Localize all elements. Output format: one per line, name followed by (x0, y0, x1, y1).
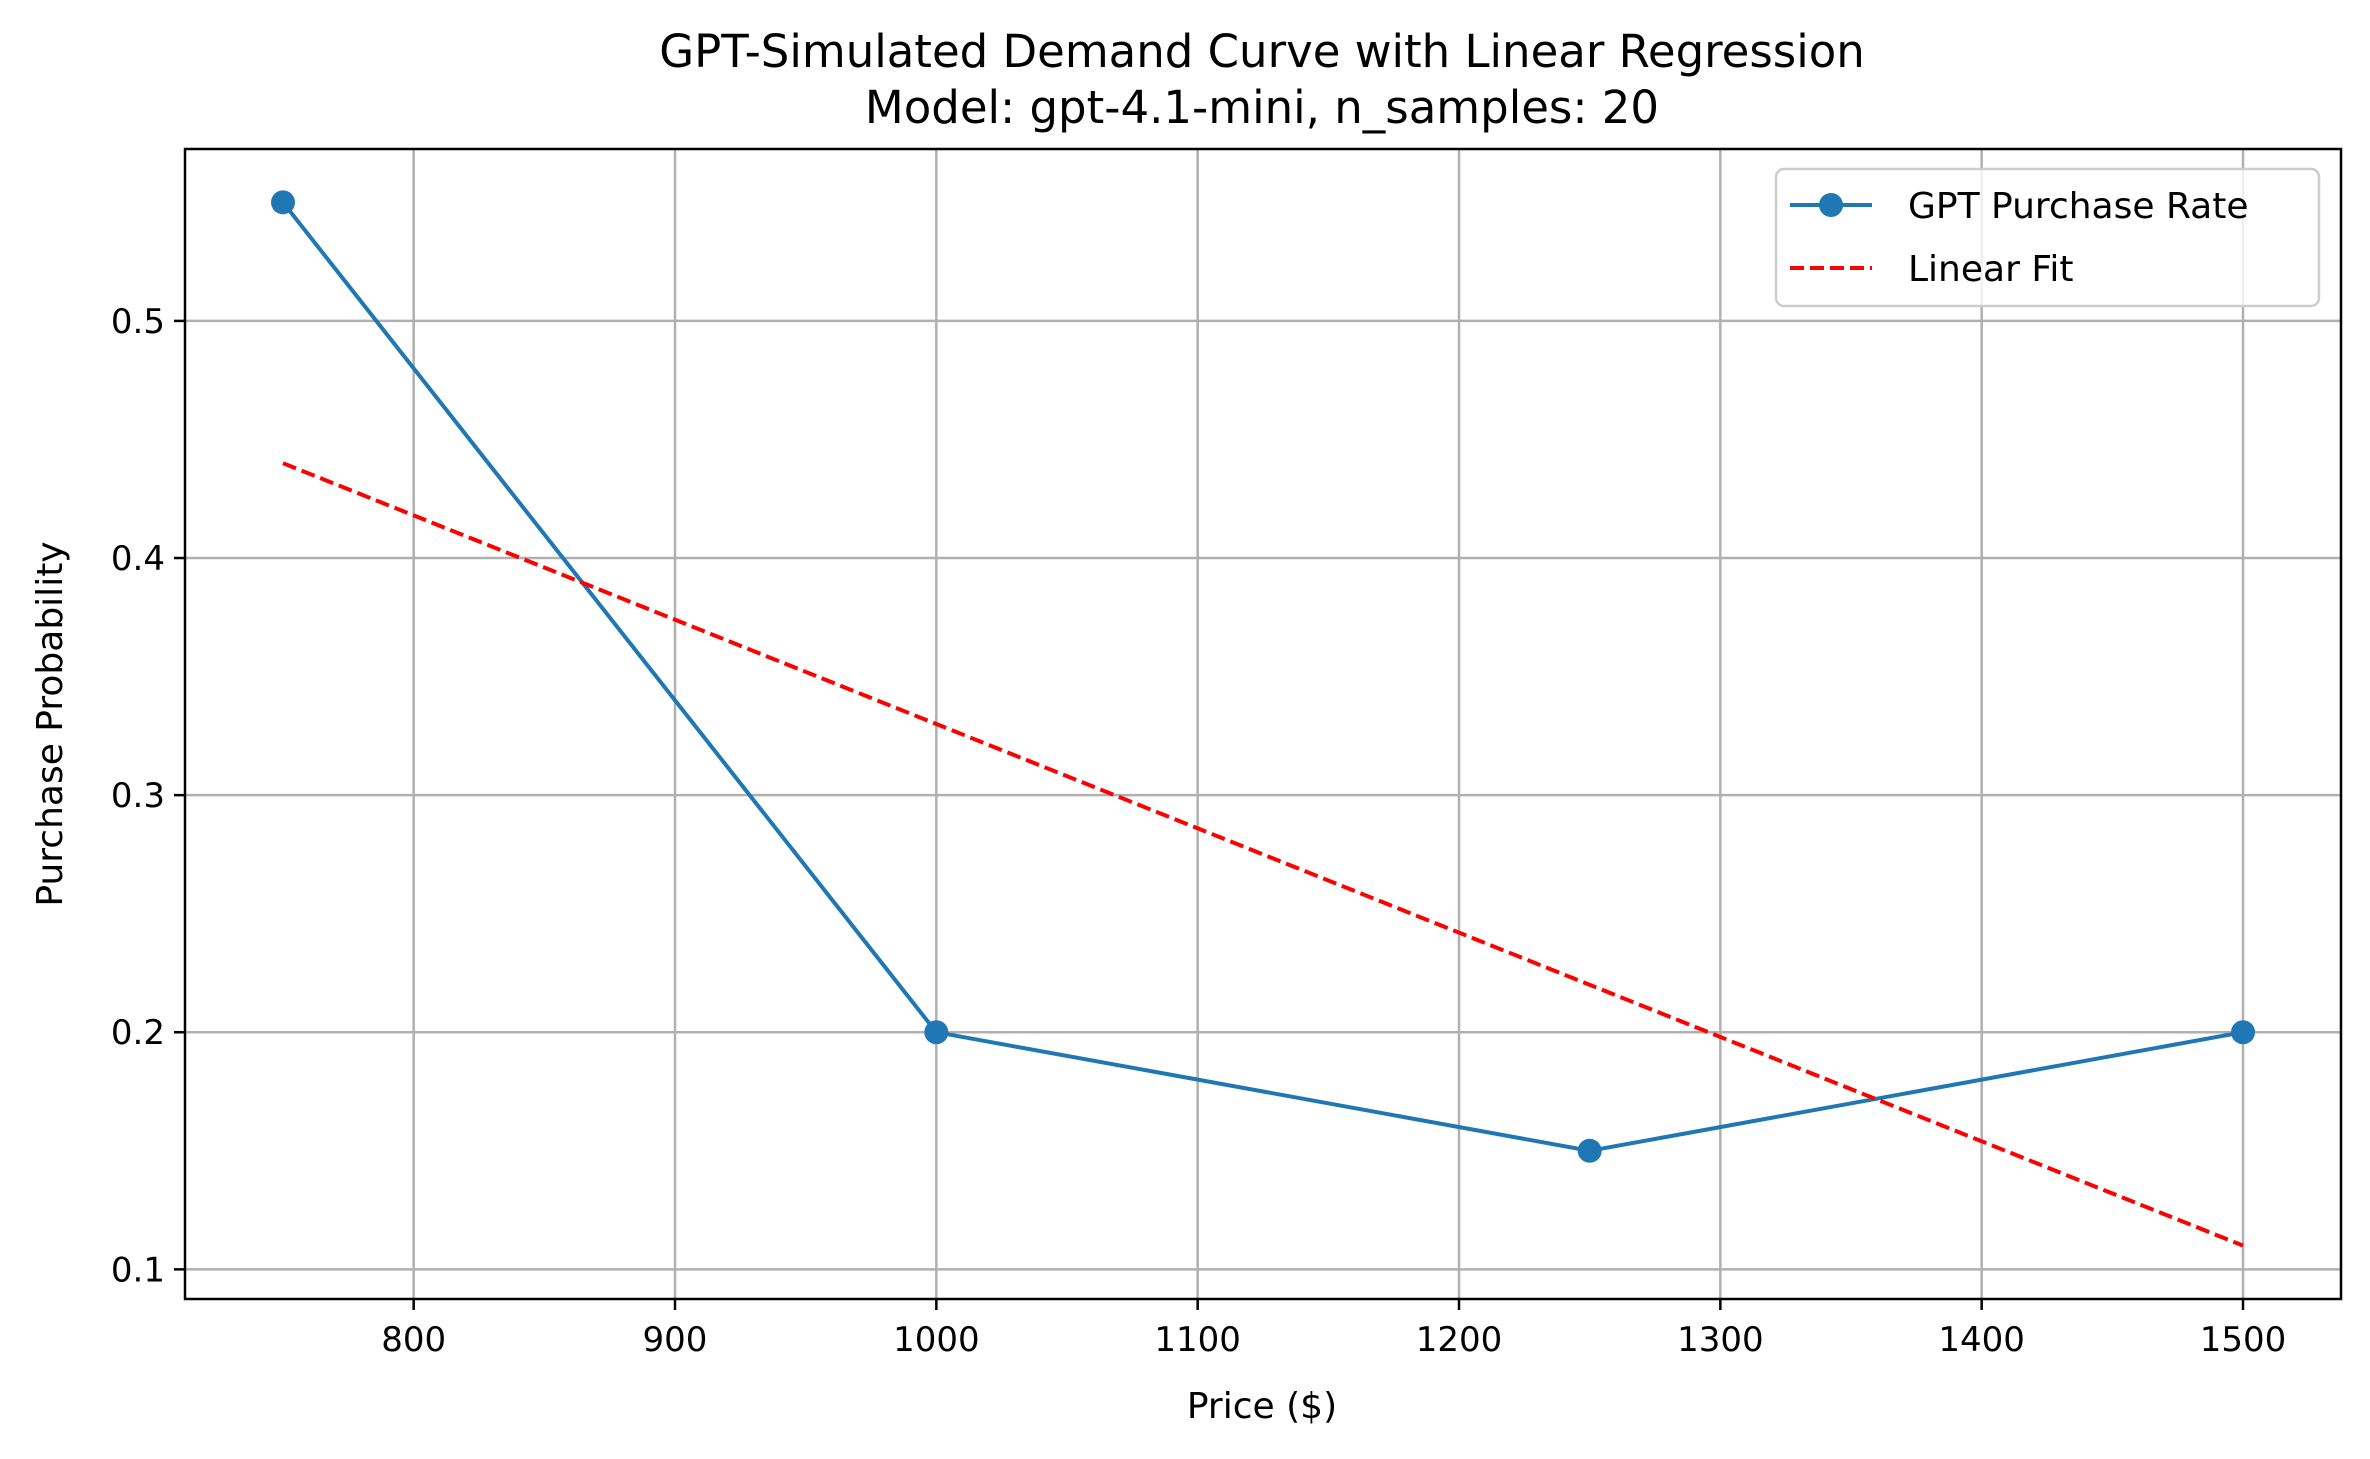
x-tick-label: 1300 (1677, 1320, 1764, 1360)
legend-marker-gpt-purchase-rate (1819, 193, 1843, 217)
series-line-linear-fit (282, 461, 2244, 1248)
chart-subtitle: Model: gpt-4.1-mini, n_samples: 20 (865, 81, 1659, 134)
plot-area-frame (183, 147, 2343, 1301)
y-tick-label: 0.2 (111, 1013, 165, 1053)
series-line-gpt-purchase-rate (281, 201, 2244, 1153)
data-point-gpt-purchase-rate (1577, 1138, 1602, 1163)
series-layer (271, 190, 2255, 1248)
y-tick-label: 0.4 (111, 539, 165, 579)
y-tick-label: 0.3 (111, 776, 165, 816)
x-tick-label: 800 (381, 1320, 446, 1360)
legend-box (1774, 167, 2321, 308)
x-tick-label: 900 (643, 1320, 708, 1360)
y-tick-label: 0.5 (111, 302, 165, 342)
legend: GPT Purchase Rate Linear Fit (1774, 167, 2321, 308)
x-tick-label: 1000 (893, 1320, 980, 1360)
y-axis-ticks: 0.1 0.2 0.3 0.4 0.5 (111, 302, 185, 1290)
x-axis-ticks: 800 900 1000 1100 1200 1300 1400 1500 (381, 1299, 2286, 1360)
x-tick-label: 1500 (2200, 1320, 2287, 1360)
legend-label-gpt-purchase-rate: GPT Purchase Rate (1908, 186, 2249, 227)
data-point-gpt-purchase-rate (924, 1020, 949, 1045)
y-axis-label: Purchase Probability (30, 541, 71, 906)
x-tick-label: 1200 (1416, 1320, 1503, 1360)
y-tick-label: 0.1 (111, 1250, 165, 1290)
data-point-gpt-purchase-rate (2231, 1020, 2255, 1045)
chart-title: GPT-Simulated Demand Curve with Linear R… (659, 25, 1865, 78)
x-axis-label: Price ($) (1187, 1386, 1337, 1427)
data-point-gpt-purchase-rate (271, 190, 295, 215)
x-tick-label: 1400 (1938, 1320, 2025, 1360)
x-tick-label: 1100 (1154, 1320, 1241, 1360)
legend-label-linear-fit: Linear Fit (1908, 249, 2074, 290)
